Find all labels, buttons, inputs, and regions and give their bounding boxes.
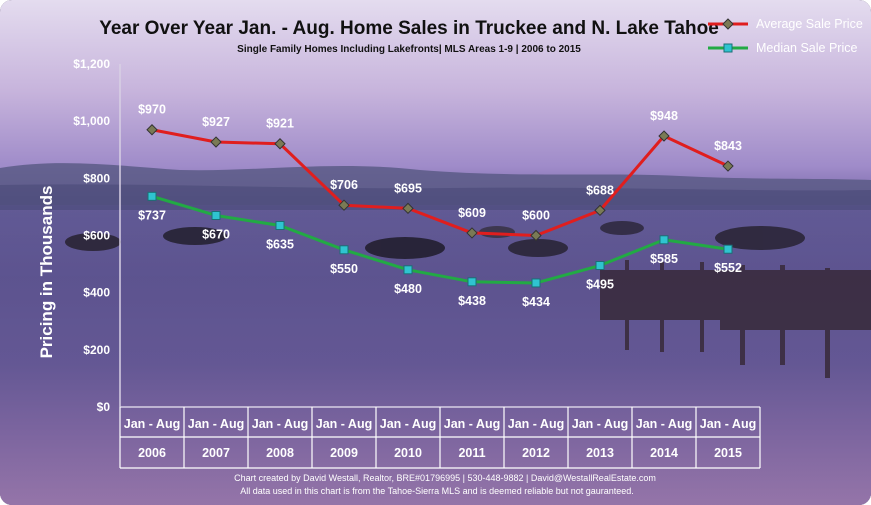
data-point-median <box>467 277 477 287</box>
category-period-label: Jan - Aug <box>124 417 180 431</box>
series-layer <box>146 124 734 288</box>
chart-title: Year Over Year Jan. - Aug. Home Sales in… <box>99 18 719 39</box>
y-tick-label: $200 <box>83 343 110 357</box>
category-year-label: 2007 <box>202 446 230 460</box>
y-tick-labels: $0 $200 $400 $600 $800 $1,000 $1,200 <box>73 57 110 414</box>
data-point-average <box>530 229 542 242</box>
category-year-label: 2006 <box>138 446 166 460</box>
y-tick-label: $400 <box>83 286 110 300</box>
data-label-average: $843 <box>714 139 742 153</box>
category-year-label: 2012 <box>522 446 550 460</box>
category-period-label: Jan - Aug <box>380 417 436 431</box>
category-period-label: Jan - Aug <box>444 417 500 431</box>
legend-label-median: Median Sale Price <box>756 41 857 55</box>
data-label-median: $434 <box>522 295 550 309</box>
data-point-median <box>403 265 413 275</box>
data-point-average <box>210 136 222 148</box>
data-point-median <box>339 245 349 255</box>
data-label-average: $688 <box>586 183 614 197</box>
data-label-average: $609 <box>458 206 486 220</box>
category-year-label: 2010 <box>394 446 422 460</box>
category-year-label: 2008 <box>266 446 294 460</box>
footer-credit: Chart created by David Westall, Realtor,… <box>234 473 656 483</box>
data-point-median <box>275 220 285 230</box>
category-year-label: 2011 <box>458 446 485 460</box>
legend-marker-median <box>723 43 733 53</box>
data-label-average: $927 <box>202 115 230 129</box>
category-year-label: 2013 <box>586 446 614 460</box>
category-period-label: Jan - Aug <box>188 417 244 431</box>
data-label-average: $970 <box>138 103 166 117</box>
data-point-average <box>658 130 670 142</box>
data-point-average <box>722 160 734 172</box>
data-point-median <box>723 244 733 254</box>
category-table: Jan - Aug 2006 Jan - Aug 2007 Jan - Aug 2008 J… <box>119 407 761 469</box>
category-period-label: Jan - Aug <box>572 417 628 431</box>
footer-disclaimer: All data used in this chart is from the … <box>240 486 634 496</box>
category-year-label: 2009 <box>330 446 358 460</box>
legend-marker-average <box>722 18 734 30</box>
y-tick-label: $800 <box>83 171 110 185</box>
data-point-average <box>594 204 606 217</box>
data-label-average: $706 <box>330 178 358 192</box>
data-label-average: $921 <box>266 117 294 131</box>
y-axis-label: Pricing in Thousands <box>37 186 56 359</box>
data-point-median <box>147 191 157 201</box>
data-label-median: $670 <box>202 227 230 241</box>
data-point-average <box>274 138 286 150</box>
data-point-average <box>402 202 414 215</box>
category-period-label: Jan - Aug <box>508 417 564 431</box>
legend: Average Sale Price Median Sale Price <box>708 17 863 55</box>
data-point-median <box>595 261 605 271</box>
data-point-median <box>659 235 669 245</box>
data-label-average: $695 <box>394 181 422 195</box>
data-label-median: $495 <box>586 278 614 292</box>
category-period-label: Jan - Aug <box>316 417 372 431</box>
data-label-median: $635 <box>266 237 294 251</box>
series-line-average <box>151 128 729 237</box>
data-label-average: $600 <box>522 209 550 223</box>
data-label-average: $948 <box>650 109 678 123</box>
data-point-average <box>466 227 478 239</box>
data-label-median: $438 <box>458 294 486 308</box>
category-year-label: 2015 <box>714 446 742 460</box>
data-label-median: $585 <box>650 252 678 266</box>
chart-subtitle: Single Family Homes Including Lakefronts… <box>237 44 581 55</box>
data-point-average <box>146 124 158 136</box>
category-period-label: Jan - Aug <box>252 417 308 431</box>
data-labels: $970 $927 $921 $706 $695 $609 $600 $688 $948 $843… <box>138 103 742 309</box>
category-year-label: 2014 <box>650 446 678 460</box>
legend-label-average: Average Sale Price <box>756 17 863 31</box>
data-point-average <box>338 199 350 211</box>
category-period-label: Jan - Aug <box>700 417 756 431</box>
category-period-label: Jan - Aug <box>636 417 692 431</box>
series-line-median <box>151 194 729 285</box>
data-label-median: $550 <box>330 262 358 276</box>
y-tick-label: $1,000 <box>73 114 110 128</box>
data-point-median <box>211 210 221 220</box>
data-label-median: $737 <box>138 208 166 222</box>
data-label-median: $552 <box>714 261 742 275</box>
data-label-median: $480 <box>394 282 422 296</box>
y-tick-label: $0 <box>97 400 111 414</box>
y-tick-label: $600 <box>83 229 110 243</box>
data-point-median <box>531 278 541 288</box>
y-tick-label: $1,200 <box>73 57 110 71</box>
